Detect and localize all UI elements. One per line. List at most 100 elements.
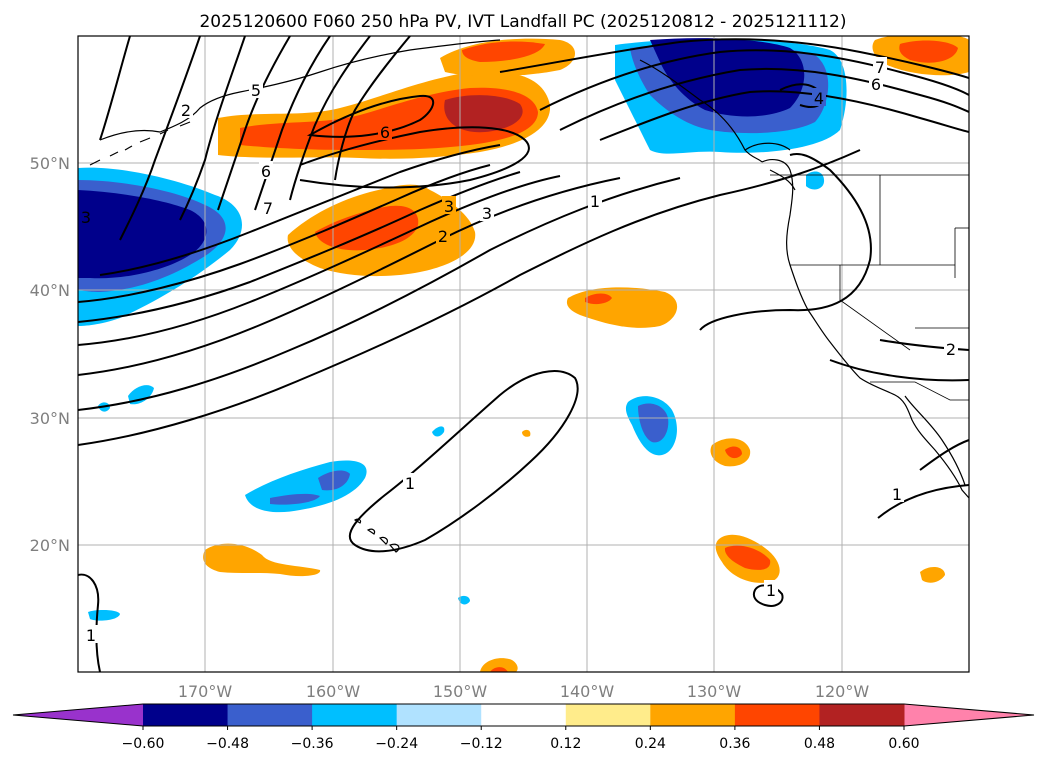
pv-region-subtrop-a-core bbox=[725, 446, 742, 459]
lon-label-130w: 130°W bbox=[687, 682, 742, 701]
colorbar-box-3 bbox=[396, 704, 482, 726]
contour-east-2 bbox=[879, 339, 969, 351]
pv-region-central-pacific-a-core2 bbox=[318, 470, 350, 491]
colorbar-extend-high bbox=[904, 704, 1034, 726]
pv-region-gulf-alaska-core bbox=[444, 95, 523, 133]
contour-label-1e: 1 bbox=[86, 626, 96, 645]
pv-region-bottom-orange bbox=[480, 658, 518, 672]
colorbar-label-4: −0.12 bbox=[460, 736, 503, 752]
pv-region-subtrop-b-core bbox=[724, 545, 771, 570]
lat-label-30n: 30°N bbox=[30, 409, 70, 428]
lon-labels: 170°W 160°W 150°W 140°W 130°W 120°W bbox=[178, 682, 870, 701]
contour-north-6 bbox=[289, 36, 371, 201]
contour-east-4 bbox=[877, 484, 969, 519]
colorbar-box-0 bbox=[143, 704, 229, 726]
contour-label-7a: 7 bbox=[263, 199, 273, 218]
contour-label-1d: 1 bbox=[766, 581, 776, 600]
borders bbox=[770, 174, 969, 401]
contour-label-3c: 3 bbox=[444, 197, 454, 216]
contour-west-6 bbox=[78, 164, 491, 303]
coast-aleutians bbox=[89, 121, 191, 166]
coast-panhandle bbox=[639, 59, 763, 163]
contour-label-6b: 6 bbox=[380, 123, 390, 142]
colorbar-box-1 bbox=[227, 704, 313, 726]
colorbar-label-3: −0.24 bbox=[375, 736, 418, 752]
contour-label-1c: 1 bbox=[892, 485, 902, 504]
colorbar-box-2 bbox=[312, 704, 398, 726]
pv-region-small-orange-b bbox=[522, 429, 531, 437]
colorbar-label-7: 0.36 bbox=[719, 736, 750, 752]
pv-region-northern-cal bbox=[806, 171, 825, 190]
coast-west-us bbox=[761, 159, 969, 499]
lon-label-160w: 160°W bbox=[306, 682, 361, 701]
lon-label-150w: 150°W bbox=[433, 682, 488, 701]
contour-north-3 bbox=[179, 36, 246, 221]
map-frame bbox=[77, 35, 970, 673]
contour-label-2b: 2 bbox=[438, 227, 448, 246]
contour-north-7 bbox=[334, 36, 411, 181]
pv-region-small-c bbox=[432, 426, 445, 437]
border-ca-nv bbox=[839, 265, 911, 351]
contour-west-4 bbox=[78, 175, 561, 346]
colorbar-box-6 bbox=[650, 704, 736, 726]
contour-east-1 bbox=[699, 152, 872, 331]
map-area: 2 5 6 7 6 3 2 3 1 7 6 4 2 1 bbox=[78, 36, 969, 672]
contour-west-2 bbox=[78, 177, 681, 411]
contour-ne-d bbox=[599, 90, 969, 141]
contour-east-5 bbox=[919, 439, 969, 471]
contour-label-1a: 1 bbox=[590, 192, 600, 211]
pv-region-midlat-a-core bbox=[585, 293, 612, 305]
contour-west-3 bbox=[78, 177, 621, 376]
colorbar-label-6: 0.24 bbox=[635, 736, 666, 752]
ivt-contours bbox=[78, 36, 969, 672]
contour-north-4 bbox=[217, 36, 291, 211]
contour-west-1 bbox=[78, 149, 861, 446]
pv-region-bottom-orange-core bbox=[490, 667, 508, 672]
contour-west-7 bbox=[99, 144, 501, 276]
coast-hawaii bbox=[353, 518, 400, 553]
lat-label-50n: 50°N bbox=[30, 154, 70, 173]
lon-label-140w: 140°W bbox=[560, 682, 615, 701]
colorbar-extend-low bbox=[13, 704, 143, 726]
pv-region-small-e bbox=[458, 595, 470, 605]
colorbar-label-9: 0.60 bbox=[888, 736, 919, 752]
colorbar-box-4 bbox=[481, 704, 567, 726]
colorbar-label-1: −0.48 bbox=[206, 736, 249, 752]
contour-label-7b: 7 bbox=[875, 58, 885, 77]
contour-label-4: 4 bbox=[814, 89, 824, 108]
contour-ne-c bbox=[559, 67, 969, 131]
lon-label-120w: 120°W bbox=[815, 682, 870, 701]
contour-labels: 2 5 6 7 6 3 2 3 1 7 6 4 2 1 bbox=[79, 57, 958, 645]
pv-region-central-pacific-a-core bbox=[270, 493, 320, 505]
contour-central-1 bbox=[348, 370, 579, 553]
colorbar-label-8: 0.48 bbox=[804, 736, 835, 752]
contour-gulf-5 bbox=[299, 126, 530, 189]
lat-label-20n: 20°N bbox=[30, 536, 70, 555]
colorbar-box-7 bbox=[734, 704, 820, 726]
contour-label-5: 5 bbox=[251, 81, 261, 100]
pv-region-tropical-a bbox=[203, 543, 321, 577]
border-mexico bbox=[870, 381, 969, 401]
contour-label-6a: 6 bbox=[261, 162, 271, 181]
lat-label-40n: 40°N bbox=[30, 281, 70, 300]
pv-region-west-pacific-core bbox=[78, 190, 207, 279]
contour-north-1 bbox=[99, 36, 131, 141]
pv-region-hawaii-east-core bbox=[638, 403, 669, 443]
gridlines bbox=[78, 36, 969, 672]
contour-north-2 bbox=[119, 36, 201, 241]
colorbar-box-5 bbox=[565, 704, 651, 726]
lat-labels: 50°N 40°N 30°N 20°N bbox=[30, 154, 70, 555]
colorbar-label-5: 0.12 bbox=[550, 736, 581, 752]
colorbar-label-0: −0.60 bbox=[122, 736, 165, 752]
pv-region-small-a bbox=[128, 385, 154, 405]
pv-negative-fill bbox=[78, 38, 847, 621]
pv-region-north-b-mid bbox=[899, 40, 958, 63]
contour-label-1b: 1 bbox=[405, 474, 415, 493]
contour-east-3 bbox=[829, 359, 969, 382]
colorbar-box-8 bbox=[819, 704, 905, 726]
colorbar: −0.60 −0.48 −0.36 −0.24 −0.12 0.12 0.24 0.36 0.4… bbox=[12, 703, 1035, 752]
contour-ne-a bbox=[499, 38, 969, 79]
contour-gulf-6 bbox=[306, 94, 435, 138]
